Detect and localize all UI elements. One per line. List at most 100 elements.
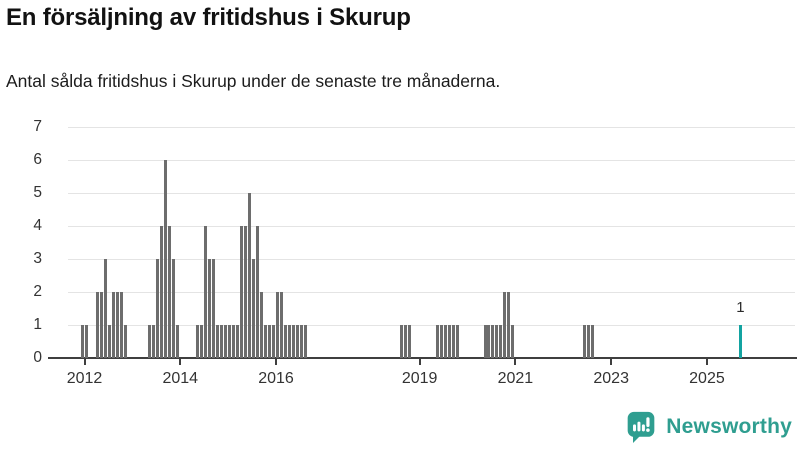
bar <box>244 226 248 358</box>
gridline <box>68 324 795 326</box>
bar <box>112 292 116 358</box>
y-axis-label: 1 <box>33 316 42 333</box>
bar <box>499 325 503 358</box>
bar <box>164 160 168 358</box>
bar <box>212 259 216 358</box>
bar <box>256 226 260 358</box>
bar <box>503 292 507 358</box>
bar <box>200 325 204 358</box>
gridline <box>68 159 795 161</box>
bar <box>276 292 280 358</box>
bar <box>172 259 176 358</box>
y-axis-label: 6 <box>33 151 42 168</box>
x-axis-tick <box>705 359 708 365</box>
bar <box>511 325 515 358</box>
newsworthy-logo: Newsworthy <box>625 410 792 444</box>
bar <box>483 325 487 358</box>
bar <box>208 259 212 358</box>
bar <box>236 325 240 358</box>
bar <box>108 325 112 358</box>
y-axis-label: 2 <box>33 283 42 300</box>
bar <box>491 325 495 358</box>
bar <box>507 292 511 358</box>
bar <box>240 226 244 358</box>
bar <box>435 325 439 358</box>
x-axis-tick <box>179 359 182 365</box>
x-axis-line <box>48 357 797 359</box>
x-axis-label: 2023 <box>593 370 629 387</box>
bar <box>587 325 591 358</box>
bar <box>248 193 252 358</box>
y-axis-label: 3 <box>33 250 42 267</box>
bar <box>196 325 200 358</box>
x-axis-tick <box>83 359 86 365</box>
bar <box>148 325 152 358</box>
bar <box>260 292 264 358</box>
bar <box>232 325 236 358</box>
bar <box>100 292 104 358</box>
x-axis-tick <box>275 359 278 365</box>
bar <box>160 226 164 358</box>
bar <box>120 292 124 358</box>
bar <box>224 325 228 358</box>
bar <box>264 325 268 358</box>
page-subtitle: Antal sålda fritidshus i Skurup under de… <box>6 71 501 91</box>
bar <box>268 325 272 358</box>
x-axis-label: 2021 <box>497 370 534 387</box>
highlight-bar <box>738 325 742 358</box>
gridline <box>68 225 795 227</box>
bar <box>252 259 256 358</box>
bar <box>399 325 403 358</box>
gridline <box>68 291 795 293</box>
bar <box>451 325 455 358</box>
x-axis-label: 2014 <box>162 370 199 387</box>
newsworthy-logo-text: Newsworthy <box>666 415 792 438</box>
bar <box>447 325 451 358</box>
y-axis-label: 0 <box>33 349 42 366</box>
bar <box>96 292 100 358</box>
page-title: En försäljning av fritidshus i Skurup <box>6 4 411 31</box>
y-axis-label: 5 <box>33 184 42 201</box>
gridline <box>68 258 795 260</box>
x-axis-label: 2019 <box>401 370 438 387</box>
bar <box>443 325 447 358</box>
x-axis-label: 2016 <box>258 370 294 387</box>
x-axis-label: 2025 <box>689 370 725 387</box>
bar <box>280 292 283 358</box>
bar <box>176 325 180 358</box>
bar <box>152 325 156 358</box>
gridline <box>68 192 795 194</box>
bar <box>124 325 128 358</box>
bar <box>84 325 88 358</box>
bar-value-label: 1 <box>736 299 745 316</box>
bar <box>403 325 407 358</box>
bar <box>487 325 491 358</box>
bar <box>299 325 303 358</box>
x-axis-label: 2012 <box>66 370 103 387</box>
bar <box>156 259 160 358</box>
bar <box>583 325 587 358</box>
bar <box>204 226 208 358</box>
bar <box>291 325 295 358</box>
bar <box>220 325 224 358</box>
y-axis-label: 4 <box>33 217 42 234</box>
bar <box>284 325 287 358</box>
bar <box>439 325 443 358</box>
bar-chart-exclamation-icon <box>627 411 655 443</box>
bar <box>591 325 595 358</box>
bar <box>216 325 220 358</box>
x-axis-tick <box>514 359 517 365</box>
bar <box>80 325 84 358</box>
bar <box>303 325 307 358</box>
bar <box>272 325 276 358</box>
y-axis-label: 7 <box>33 118 42 135</box>
bar <box>228 325 232 358</box>
bar <box>287 325 291 358</box>
x-axis-tick <box>610 359 613 365</box>
bar <box>104 259 108 358</box>
gridline <box>68 126 795 128</box>
bar <box>455 325 459 358</box>
bar <box>116 292 120 358</box>
